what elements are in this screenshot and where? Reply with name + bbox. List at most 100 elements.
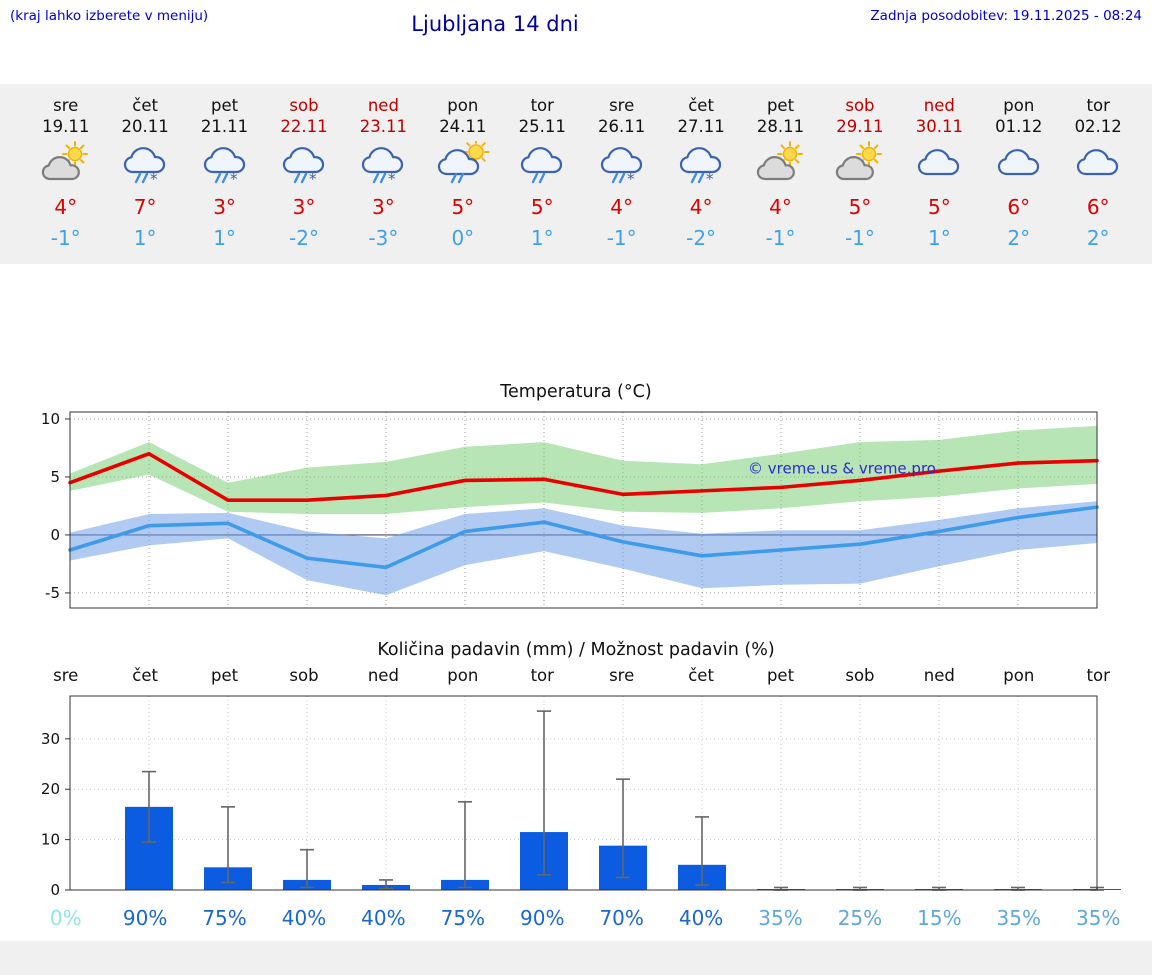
day-date: 24.11 [439, 117, 487, 136]
temperature-chart-title: Temperatura (°C) [500, 382, 652, 402]
precip-day-label: pet [766, 666, 795, 685]
low-temp: -1° [606, 226, 637, 250]
day-date: 27.11 [677, 117, 725, 136]
temp-max-band [70, 425, 1097, 515]
weather-icon: * [661, 141, 740, 193]
day-date: 23.11 [359, 117, 408, 136]
temp-min-band [70, 501, 1097, 596]
weather-icon: * [344, 141, 423, 193]
weather-icon [900, 141, 979, 193]
day-name: sob [289, 96, 319, 115]
day-name: sre [53, 96, 79, 115]
precip-day-label: sob [845, 666, 875, 685]
precip-chance-label: 75% [440, 906, 486, 930]
low-temp: 1° [133, 226, 157, 250]
temp-max-line [68, 451, 1099, 502]
day-name: ned [923, 96, 955, 115]
y-tick-label: 20 [41, 780, 60, 798]
low-temp: -2° [289, 226, 319, 250]
high-temp: 3° [292, 195, 316, 219]
day-name: tor [1086, 96, 1110, 115]
plot-border [69, 695, 1098, 891]
precip-chance-label: 35% [758, 906, 803, 930]
day-column: ned 30.11 5° 1° [900, 96, 979, 250]
precip-day-label: čet [688, 666, 714, 685]
high-temp: 3° [213, 195, 236, 219]
weather-icon [979, 141, 1058, 193]
last-update: Zadnja posodobitev: 19.11.2025 - 08:24 [870, 8, 1142, 24]
day-date: 02.12 [1074, 117, 1122, 136]
svg-text:*: * [230, 170, 238, 187]
y-tick-label: 5 [50, 468, 60, 486]
y-tick-label: 0 [50, 881, 60, 899]
day-column: sre 19.11 4° -1° [26, 96, 105, 250]
precip-day-label: tor [1086, 666, 1110, 685]
high-temp: 3° [372, 195, 395, 219]
precip-chance-label: 40% [281, 906, 327, 930]
page-title: Ljubljana 14 dni [411, 12, 579, 36]
precip-day-label: čet [132, 666, 158, 685]
low-temp: -1° [844, 226, 875, 250]
day-column: pet 21.11 * 3° 1° [185, 96, 264, 250]
low-temp: 1° [927, 226, 951, 250]
day-date: 19.11 [42, 117, 90, 136]
footer-band [0, 941, 1152, 975]
svg-text:*: * [388, 170, 396, 187]
low-temp: 0° [451, 226, 475, 250]
day-date: 01.12 [995, 117, 1043, 136]
precip-day-label: ned [367, 666, 399, 685]
high-temp: 6° [1007, 195, 1031, 219]
precip-day-label: pon [447, 666, 479, 685]
weather-icon [820, 141, 899, 193]
high-temp: 4° [54, 195, 78, 219]
high-temp: 5° [848, 195, 872, 219]
svg-text:*: * [627, 170, 635, 187]
menu-hint: (kraj lahko izberete v meniju) [10, 8, 209, 24]
precip-day-label: ned [923, 666, 955, 685]
weather-icon [1058, 141, 1137, 193]
low-temp: 2° [1086, 226, 1110, 250]
weather-icon [503, 141, 582, 193]
high-temp: 7° [133, 195, 157, 219]
temp-min-line [68, 505, 1099, 570]
high-temp: 4° [689, 195, 713, 219]
y-tick-label: 10 [41, 831, 60, 849]
day-column: čet 27.11 * 4° -2° [661, 96, 740, 250]
forecast-strip: sre 19.11 4° -1° čet 20.11 * 7° 1° pet 21.11 * 3° 1° s… [0, 84, 1152, 264]
day-name: sob [845, 96, 875, 115]
svg-text:*: * [150, 170, 158, 187]
day-date: 21.11 [200, 117, 249, 136]
y-tick-label: 10 [41, 410, 60, 428]
low-temp: 1° [213, 226, 236, 250]
day-date: 26.11 [598, 117, 646, 136]
day-column: čet 20.11 * 7° 1° [105, 96, 184, 250]
day-date: 25.11 [518, 117, 566, 136]
low-temp: -3° [368, 226, 399, 250]
precip-day-label: sre [53, 666, 79, 685]
high-temp: 5° [530, 195, 554, 219]
day-column: ned 23.11 * 3° -3° [344, 96, 423, 250]
day-column: tor 02.12 6° 2° [1058, 96, 1137, 250]
day-column: sob 29.11 5° -1° [820, 96, 899, 250]
precip-chance-label: 25% [837, 906, 883, 930]
day-date: 28.11 [756, 117, 805, 136]
precip-day-label: pet [211, 666, 239, 685]
weather-icon [423, 138, 502, 193]
high-temp: 4° [610, 195, 634, 219]
precipitation-chance-row: 0% 90% 75% 40% 40% 75% 90% 70% 40% 35% 25% 15% 35% 35… [0, 906, 1152, 936]
low-temp: -1° [765, 226, 796, 250]
high-temp: 4° [769, 195, 792, 219]
svg-text:*: * [309, 170, 317, 187]
day-name: pet [211, 96, 239, 115]
svg-text:*: * [706, 170, 714, 187]
day-name: tor [530, 96, 554, 115]
weather-icon [741, 141, 820, 193]
watermark: © vreme.us & vreme.pro [748, 459, 936, 477]
day-column: pon 24.11 5° 0° [423, 96, 502, 250]
day-column: tor 25.11 5° 1° [503, 96, 582, 250]
y-tick-label: -5 [45, 584, 60, 602]
top-bar: (kraj lahko izberete v meniju) Ljubljana… [0, 0, 1152, 84]
precipitation-chart: 0 10 20 30 [41, 695, 1121, 899]
day-name: pon [447, 96, 479, 115]
precip-chance-label: 70% [599, 906, 644, 930]
